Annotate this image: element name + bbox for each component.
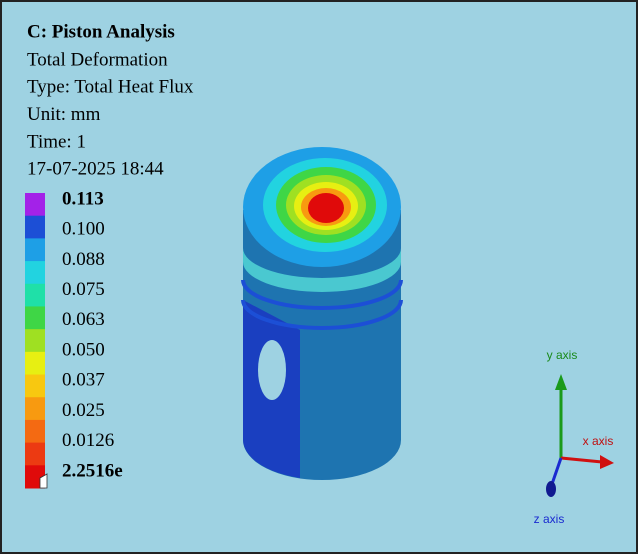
legend-swatch [25,352,45,375]
legend-swatch [25,375,45,398]
y-axis-label: y axis [547,348,578,362]
legend-swatch [25,443,45,466]
z-axis-label: z axis [534,512,565,526]
x-axis-label: x axis [583,434,614,448]
header-line: 17-07-2025 18:44 [27,159,164,180]
hot-spot [308,193,344,223]
piston [243,147,401,480]
legend-label: 0.088 [62,249,105,270]
legend-label: 0.037 [62,370,105,391]
legend-swatch [25,261,45,284]
legend-swatch [25,397,45,420]
legend-label: 0.113 [62,188,104,209]
legend-swatch [25,216,45,239]
legend-label: 2.2516e [62,460,123,481]
legend-swatch [25,420,45,443]
legend-swatch [25,329,45,352]
z-arrow-head [546,481,556,497]
legend-label: 0.063 [62,309,105,330]
legend-label: 0.0126 [62,430,114,451]
viewport: y axis x axis z axis C: Piston Analysis … [0,0,638,554]
legend-label: 0.050 [62,339,105,360]
legend-label: 0.075 [62,279,105,300]
legend-swatch [25,193,45,216]
legend-swatch [25,284,45,307]
header-line: Unit: mm [27,104,101,125]
legend-label: 0.100 [62,219,105,240]
header-line: Type: Total Heat Flux [27,77,194,98]
title: C: Piston Analysis [27,21,175,42]
legend-swatch [25,238,45,261]
legend-label: 0.025 [62,400,105,421]
legend-swatch [25,306,45,329]
header-line: Time: 1 [27,131,86,152]
pin-hole [258,340,286,400]
header-line: Total Deformation [27,49,168,70]
